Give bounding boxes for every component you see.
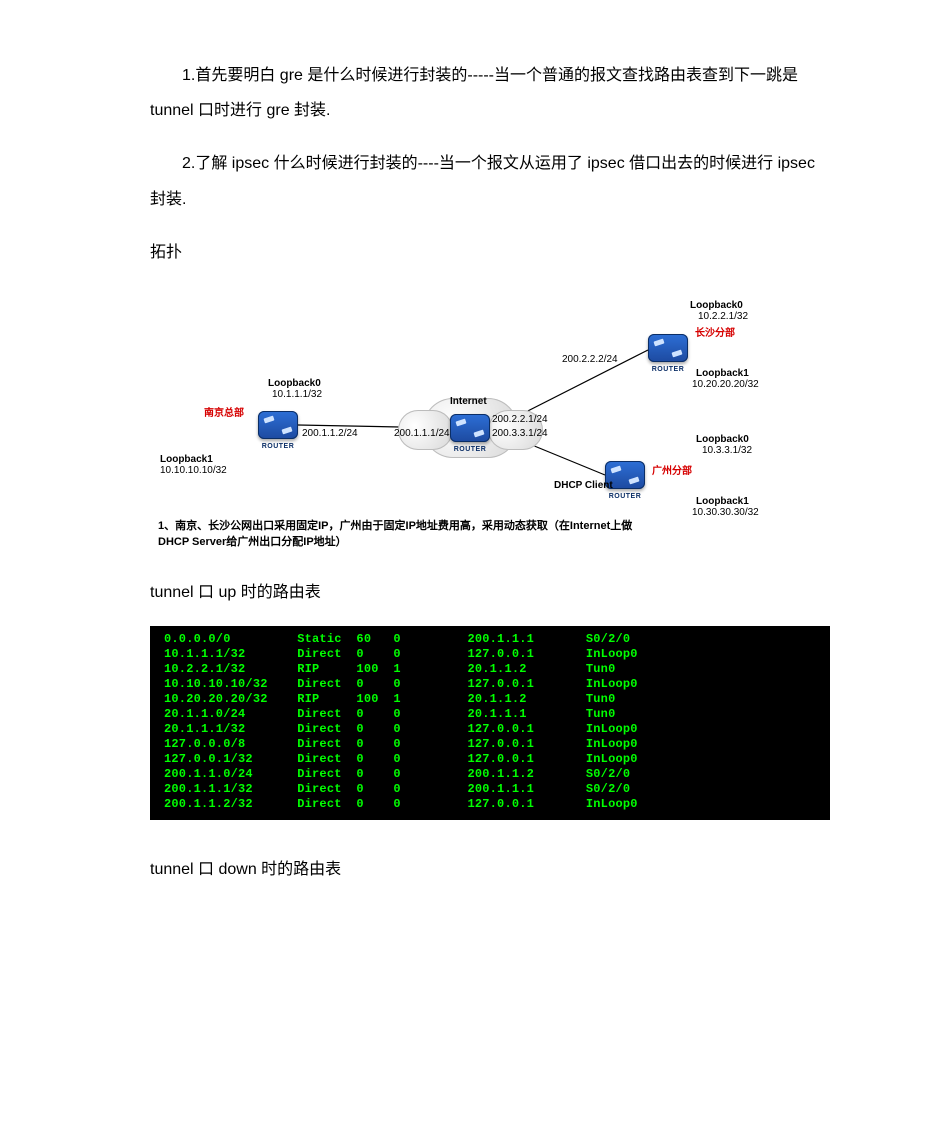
nanjing-loop1-ip: 10.10.10.10/32 — [160, 465, 227, 477]
internet-r2-ip: 200.3.3.1/24 — [492, 428, 548, 440]
router-changsha-cap: ROUTER — [648, 366, 688, 373]
section-topology: 拓扑 — [150, 235, 825, 270]
paragraph-1: 1.首先要明白 gre 是什么时候进行封装的-----当一个普通的报文查找路由表… — [150, 58, 825, 128]
para-2-text: 2.了解 ipsec 什么时候进行封装的----当一个报文从运用了 ipsec … — [150, 155, 815, 207]
internet-r1-ip: 200.2.2.1/24 — [492, 414, 548, 426]
router-nanjing-cap: ROUTER — [258, 443, 298, 450]
guangzhou-site-label: 广州分部 — [652, 466, 692, 478]
nanjing-wan-ip: 200.1.1.2/24 — [302, 428, 358, 440]
topology-caption: 1、南京、长沙公网出口采用固定IP，广州由于固定IP地址费用高，采用动态获取（在… — [158, 518, 632, 551]
changsha-site-label: 长沙分部 — [695, 328, 735, 340]
internet-label: Internet — [450, 396, 487, 408]
guangzhou-loop1-ip: 10.30.30.30/32 — [692, 507, 759, 519]
nanjing-loop1-name: Loopback1 — [160, 454, 213, 466]
guangzhou-dhcp: DHCP Client — [554, 480, 613, 492]
internet-left-ip: 200.1.1.1/24 — [394, 428, 450, 440]
router-internet-icon: ROUTER — [450, 414, 490, 442]
paragraph-2: 2.了解 ipsec 什么时候进行封装的----当一个报文从运用了 ipsec … — [150, 146, 825, 216]
nanjing-site-label: 南京总部 — [204, 408, 244, 420]
topology-caption-l1: 1、南京、长沙公网出口采用固定IP，广州由于固定IP地址费用高，采用动态获取（在… — [158, 520, 632, 532]
guangzhou-loop0-ip: 10.3.3.1/32 — [702, 445, 752, 457]
nanjing-loop0-ip: 10.1.1.1/32 — [272, 389, 322, 401]
router-guangzhou-cap: ROUTER — [605, 493, 645, 500]
changsha-loop1-name: Loopback1 — [696, 368, 749, 380]
guangzhou-loop1-name: Loopback1 — [696, 496, 749, 508]
guangzhou-loop0-name: Loopback0 — [696, 434, 749, 446]
router-internet-cap: ROUTER — [450, 446, 490, 453]
changsha-link-ip: 200.2.2.2/24 — [562, 354, 618, 366]
nanjing-loop0-name: Loopback0 — [268, 378, 321, 390]
router-nanjing-icon: ROUTER — [258, 411, 298, 439]
topology-caption-l2: DHCP Server给广州出口分配IP地址） — [158, 536, 347, 548]
router-changsha-icon: ROUTER — [648, 334, 688, 362]
section-tunnel-up: tunnel 口 up 时的路由表 — [150, 575, 825, 610]
routing-table-terminal: 0.0.0.0/0 Static 60 0 200.1.1.1 S0/2/0 1… — [150, 626, 830, 820]
para-1-text: 1.首先要明白 gre 是什么时候进行封装的-----当一个普通的报文查找路由表… — [150, 67, 798, 119]
changsha-loop1-ip: 10.20.20.20/32 — [692, 379, 759, 391]
topology-diagram: ROUTER Loopback0 10.1.1.1/32 南京总部 Loopba… — [150, 286, 830, 561]
section-topology-text: 拓扑 — [150, 244, 182, 261]
section-tunnel-down-text: tunnel 口 down 时的路由表 — [150, 861, 341, 878]
section-tunnel-up-text: tunnel 口 up 时的路由表 — [150, 584, 321, 601]
changsha-loop0-ip: 10.2.2.1/32 — [698, 311, 748, 323]
section-tunnel-down: tunnel 口 down 时的路由表 — [150, 852, 825, 887]
changsha-loop0-name: Loopback0 — [690, 300, 743, 312]
